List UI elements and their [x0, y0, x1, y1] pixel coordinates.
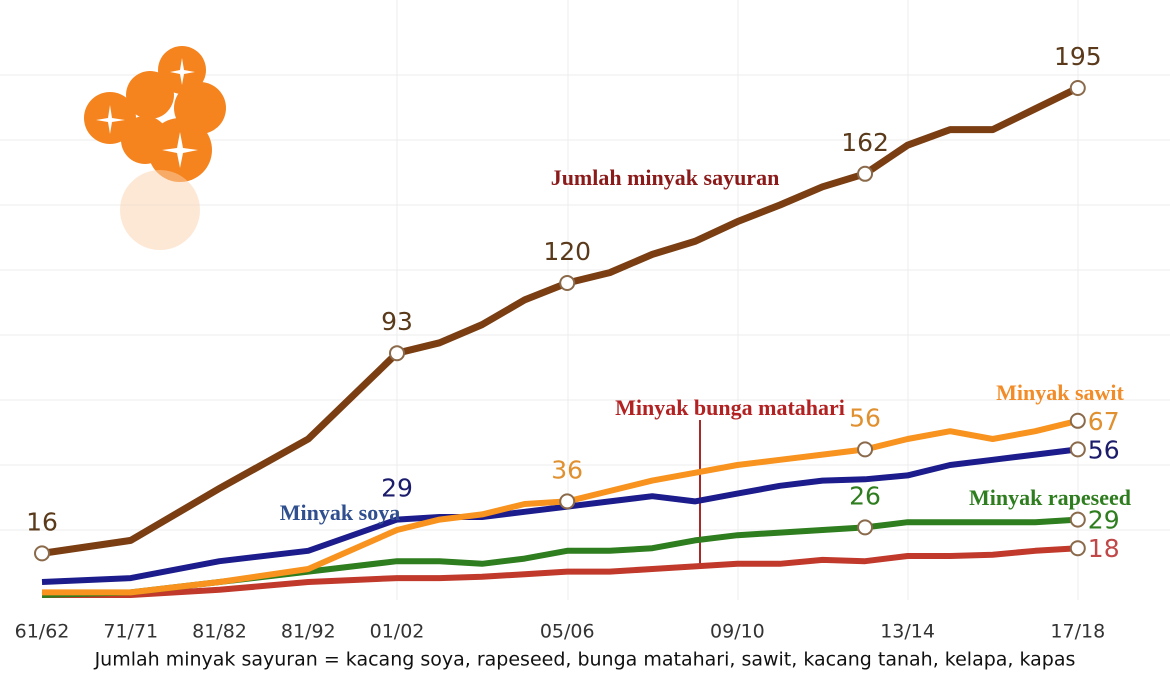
point-marker [1069, 412, 1086, 429]
point-marker [34, 545, 50, 562]
data-label: 56 [849, 403, 881, 432]
series-line [42, 545, 1078, 598]
x-tick-label: 71/71 [103, 621, 158, 643]
caption: Jumlah minyak sayuran = kacang soya, rap… [94, 649, 1076, 671]
series-line [41, 516, 1078, 598]
data-label: 26 [849, 481, 881, 510]
series-line [42, 417, 1079, 596]
point-marker [559, 275, 576, 291]
flower-icon [84, 46, 226, 250]
x-tick-label: 61/62 [15, 621, 70, 643]
data-label: 120 [543, 237, 591, 266]
point-marker [1069, 540, 1086, 557]
point-marker [1069, 441, 1086, 458]
data-label: 195 [1054, 42, 1102, 71]
point-marker [1069, 511, 1086, 528]
series-line [41, 446, 1079, 585]
point-marker [857, 519, 874, 536]
x-tick-label: 81/82 [192, 621, 247, 643]
point-marker [1069, 80, 1086, 96]
data-label: 93 [381, 307, 413, 336]
series-name: Minyak soya [280, 500, 400, 525]
x-tick-label: 05/06 [540, 621, 595, 643]
data-label: 18 [1088, 534, 1120, 563]
point-marker [857, 441, 874, 458]
x-tick-label: 01/02 [370, 621, 425, 643]
data-label: 36 [551, 455, 583, 484]
series-name: Jumlah minyak sayuran [551, 165, 780, 190]
series-line [41, 84, 1080, 557]
data-label: 67 [1088, 407, 1120, 436]
point-marker [389, 345, 405, 362]
series-name: Minyak bunga matahari [615, 395, 845, 420]
x-tick-label: 13/14 [880, 621, 935, 643]
data-label: 16 [26, 507, 58, 536]
x-tick-label: 17/18 [1050, 621, 1105, 643]
data-label: 29 [381, 474, 413, 503]
series-name: Minyak sawit [996, 380, 1124, 405]
data-label: 29 [1088, 506, 1120, 535]
x-tick-label: 81/92 [281, 621, 336, 643]
series-name: Minyak rapeseed [969, 485, 1131, 510]
point-marker [857, 165, 874, 182]
data-label: 162 [841, 128, 889, 157]
point-marker [559, 493, 576, 510]
x-tick-label: 09/10 [710, 621, 765, 643]
data-label: 56 [1088, 435, 1120, 464]
